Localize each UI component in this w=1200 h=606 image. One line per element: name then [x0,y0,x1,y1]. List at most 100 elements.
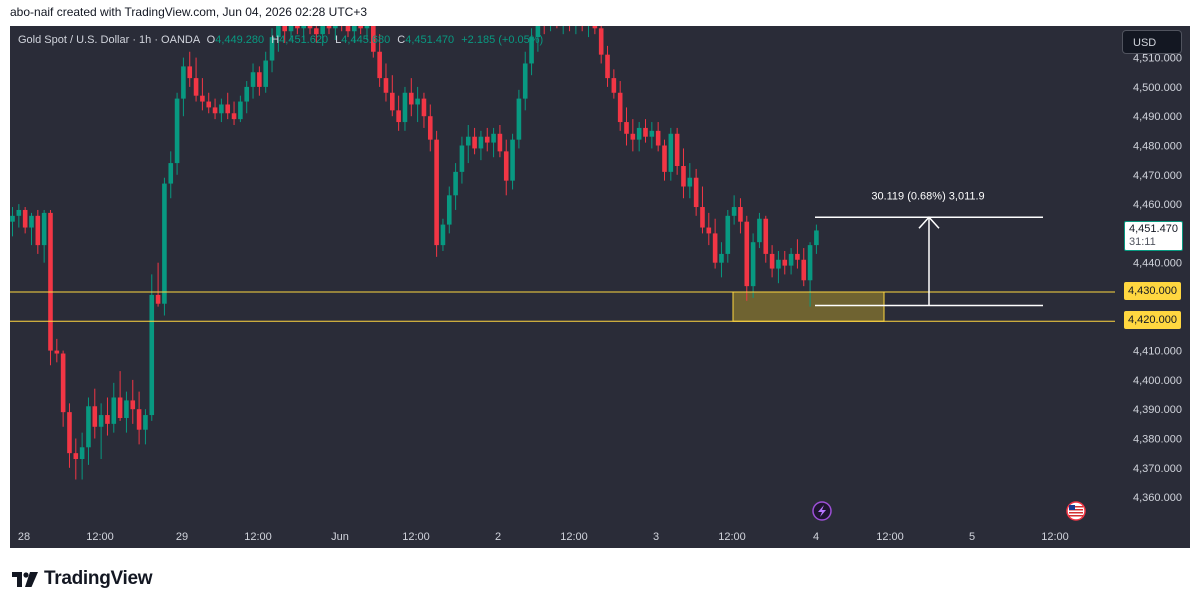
candle-body [41,212,47,246]
candle [807,242,813,307]
candle [111,382,117,433]
candle-body [396,110,401,123]
time-tick-label: 4 [813,531,819,543]
candle [516,89,522,149]
chart-canvas[interactable]: 30.119 (0.68%) 3,011.9 4,510.000 4,500.00… [10,26,1190,548]
candle [510,133,515,190]
candle-body [662,145,667,172]
time-tick-label: 3 [653,531,659,543]
candle-body [92,406,98,427]
candle-body [345,26,351,32]
candle-body [478,136,484,149]
candle [427,104,433,152]
close-label: C [397,34,406,46]
candle [396,95,401,131]
candle-body [143,415,148,430]
candle-body [795,253,800,260]
candle-body [295,26,300,29]
candle [776,250,781,284]
candle [162,177,167,316]
candle [301,26,306,41]
candle-body [725,215,731,254]
price-tick-label: 4,470.000 [1133,170,1182,182]
candle-body [117,397,123,418]
candle-body [288,26,294,32]
candle-body [744,221,750,287]
us-flag-stripe [1069,515,1083,517]
candle [668,127,674,181]
candle-body [35,215,41,246]
candle [674,127,680,175]
candle [440,218,446,251]
candle [744,215,750,301]
candle [624,107,629,146]
candle-body [611,78,617,93]
candle-body [98,415,104,427]
open-value: 4,449.280 [215,34,265,46]
measure-label: 30.119 (0.68%) 3,011.9 [871,190,984,202]
candle-body [124,400,129,418]
chart-caption: abo-naif created with TradingView.com, J… [10,5,367,19]
level-tag-upper: 4,430.000 [1124,282,1181,300]
candle [149,274,155,421]
candle-body [187,66,193,79]
lightning-icon-glyph [818,505,826,517]
candle [29,212,34,246]
candle-body [162,183,167,304]
candle [288,26,294,41]
candle-body [598,28,604,55]
candle [788,248,794,275]
candle [484,127,490,152]
high-label: H [271,34,280,46]
candle-body [111,397,117,424]
tradingview-logo[interactable]: TradingView [12,568,153,590]
candle [136,391,142,445]
candle-body [459,145,465,172]
candle-body [700,207,705,228]
price-tick-label: 4,360.000 [1133,492,1182,504]
us-flag-icon [1066,501,1086,521]
us-flag-stripe [1069,506,1083,508]
candle [225,92,231,120]
candle-body [510,139,515,181]
candle-body [364,26,370,29]
high-value: 4,451.620 [279,34,329,46]
time-tick-label: 29 [176,531,188,543]
candle-body [371,26,376,52]
candle [193,57,199,102]
candle [117,371,123,421]
candle-body [136,409,142,430]
candle [408,78,414,117]
us-flag-stripe [1069,509,1083,511]
candle-body [383,78,389,93]
candle-body [643,127,648,137]
currency-button[interactable]: USD [1122,30,1182,54]
candle-body [181,66,186,99]
candle-body [10,215,15,222]
candle [453,163,458,210]
candle [769,245,775,278]
candle [522,51,528,111]
candle [282,26,287,43]
candle-body [29,215,34,228]
low-value: 4,445.680 [341,34,391,46]
chart-frame[interactable]: 30.119 (0.68%) 3,011.9 4,510.000 4,500.00… [10,26,1190,548]
candle-body [472,136,477,149]
candle-body [168,163,174,184]
candle-body [617,92,623,123]
candle-body [446,195,452,225]
candle-body [757,218,762,243]
candle-body [763,218,769,254]
candle-body [814,230,819,246]
candle-body [149,294,155,416]
candle-body [326,26,332,29]
candle-body [257,72,262,87]
bar-countdown: 31:11 [1129,236,1156,248]
candle-body [731,207,737,216]
candle [655,122,661,152]
candle [231,101,237,125]
candle-body [219,104,224,114]
candle-body [427,116,433,140]
candle [581,26,583,32]
support-zone [732,291,885,322]
